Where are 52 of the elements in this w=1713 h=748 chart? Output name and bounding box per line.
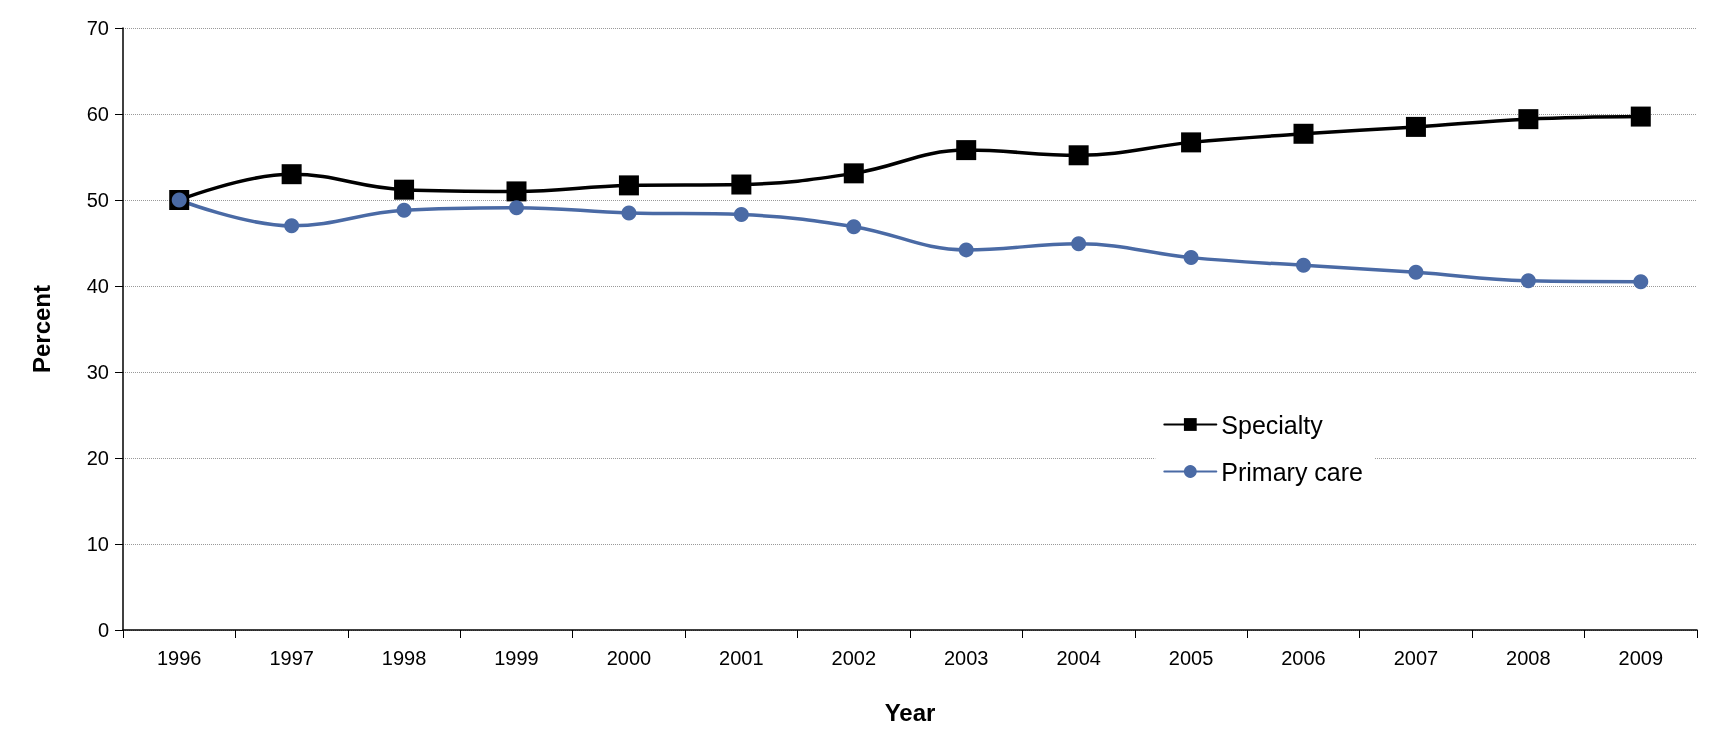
point: [1520, 273, 1536, 289]
point: [846, 219, 862, 235]
x-tick-label: 2002: [831, 647, 877, 669]
point: [284, 218, 300, 234]
legend-label: Primary care: [1221, 457, 1363, 486]
x-tick-label: 2006: [1281, 647, 1326, 669]
point: [1518, 109, 1539, 130]
x-tick-label: 1999: [494, 647, 539, 669]
x-tick-label: 2009: [1618, 647, 1664, 669]
point: [506, 181, 527, 202]
x-tick-label: 2008: [1506, 647, 1551, 669]
x-tick-label: 1998: [381, 647, 427, 669]
y-tick-label: 40: [86, 275, 109, 297]
x-tick-label: 2004: [1056, 647, 1101, 669]
point: [1296, 257, 1311, 273]
x-tick-label: 2001: [719, 647, 764, 669]
point: [956, 140, 977, 161]
point: [1630, 106, 1651, 127]
point: [1408, 264, 1424, 280]
x-tick-label: 1997: [269, 647, 314, 669]
point: [1293, 123, 1314, 144]
point: [1068, 145, 1089, 166]
x-tick-label: 2003: [943, 647, 989, 669]
point: [394, 179, 415, 200]
x-tick-label: 2005: [1168, 647, 1214, 669]
point: [843, 163, 864, 184]
y-tick-label: 30: [86, 361, 109, 383]
point: [958, 242, 974, 258]
point: [509, 200, 524, 216]
x-tick-label: 2007: [1393, 647, 1439, 669]
x-axis-title: Year: [884, 698, 936, 726]
y-tick-label: 60: [86, 103, 109, 125]
x-tick-label: 1996: [156, 647, 202, 669]
point: [396, 202, 412, 218]
y-tick-label: 50: [86, 189, 109, 211]
point: [1183, 250, 1199, 266]
point: [1071, 236, 1087, 252]
legend-label: Specialty: [1221, 410, 1324, 439]
point: [618, 175, 639, 196]
point: [1181, 132, 1202, 153]
point: [731, 174, 752, 195]
x-tick-label: 2000: [606, 647, 652, 669]
point: [281, 164, 302, 185]
y-tick-label: 0: [97, 619, 109, 641]
point: [1405, 116, 1426, 137]
point: [621, 205, 637, 221]
y-axis-title: Percent: [27, 284, 55, 374]
y-tick-label: 10: [86, 533, 109, 555]
point: [1633, 274, 1649, 290]
y-tick-label: 70: [86, 17, 109, 39]
y-tick-label: 20: [86, 447, 109, 469]
point: [733, 207, 749, 223]
